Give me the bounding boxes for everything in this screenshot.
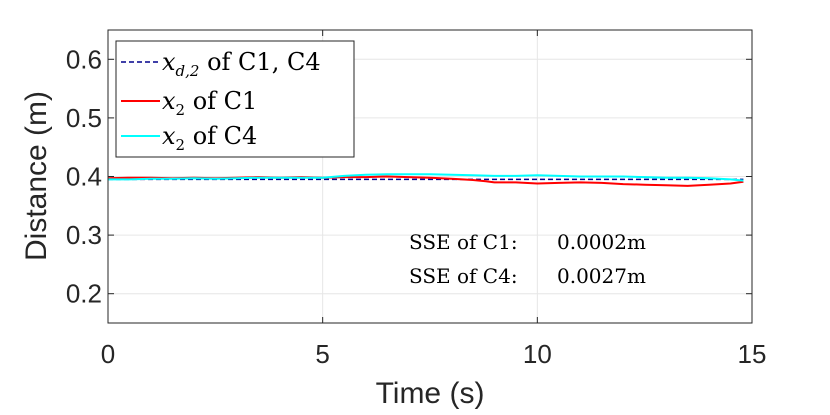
legend-text-desired: of C1, C4 (199, 48, 320, 76)
legend-subscript-c4: 2 (176, 136, 186, 154)
x-tick-label: 15 (738, 339, 767, 369)
legend: xd,2 of C1, C4 x2 of C1 x2 of C4 (115, 40, 355, 158)
y-axis-title: Distance (m) (20, 91, 53, 261)
sse-c1-label: SSE of C1: (409, 230, 518, 254)
sse-c4-value: 0.0027m (557, 264, 646, 288)
y-tick-label: 0.3 (66, 220, 102, 250)
legend-label-c1: x2 of C1 (162, 87, 257, 119)
sse-c1-value: 0.0002m (557, 230, 646, 254)
series-layer (107, 173, 744, 187)
legend-subscript-desired: d,2 (176, 62, 200, 80)
y-tick-label: 0.2 (66, 279, 102, 309)
legend-text-c4: of C4 (185, 122, 257, 150)
legend-symbol-c1: x (162, 87, 176, 115)
sse-c4-label: SSE of C4: (409, 264, 518, 288)
x-axis-title: Time (s) (376, 377, 485, 410)
legend-symbol-desired: x (162, 48, 176, 76)
x-tick-label: 5 (315, 339, 329, 369)
legend-text-c1: of C1 (185, 87, 257, 115)
x-tick-label: 0 (101, 339, 115, 369)
legend-label-desired: xd,2 of C1, C4 (162, 48, 321, 80)
legend-label-c4: x2 of C4 (162, 122, 257, 154)
ticks (107, 30, 753, 323)
sse-annotations: SSE of C1: 0.0002m SSE of C4: 0.0027m (409, 230, 646, 288)
legend-box (115, 40, 355, 158)
y-tick-label: 0.4 (66, 162, 102, 192)
y-tick-label: 0.5 (66, 103, 102, 133)
legend-symbol-c4: x (162, 122, 176, 150)
x-tick-label: 10 (523, 339, 552, 369)
series-c4-x2 (108, 173, 744, 182)
legend-subscript-c1: 2 (176, 101, 186, 119)
y-tick-label: 0.6 (66, 44, 102, 74)
tick-labels: 0 5 10 15 0.2 0.3 0.4 0.5 0.6 (66, 44, 767, 369)
